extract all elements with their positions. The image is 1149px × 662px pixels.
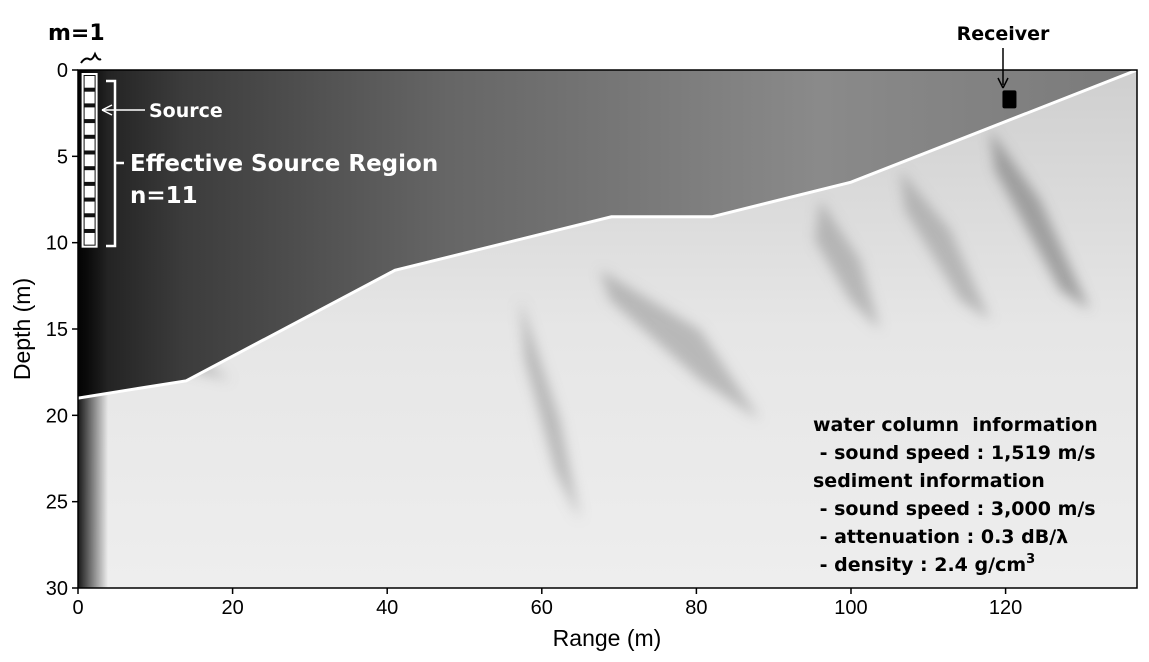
source-element (84, 138, 95, 151)
sediment-plume (900, 170, 990, 320)
x-axis: 0 20 40 60 80 100 120 (72, 588, 1022, 619)
info-line-6-sup: 3 (1026, 552, 1035, 567)
source-label: Source (149, 100, 223, 122)
y-tick-label: 25 (46, 492, 68, 514)
y-tick-label: 20 (46, 405, 68, 427)
info-line-6-text: - density : 2.4 g/cm (813, 554, 1026, 576)
field-heatmap (78, 70, 1137, 588)
y-tick-label: 10 (46, 233, 68, 255)
x-axis-label: Range (m) (553, 625, 662, 651)
y-axis: 0 5 10 15 20 25 30 (46, 60, 78, 600)
info-line-3: sediment information (813, 470, 1045, 492)
sediment-plume (520, 300, 580, 520)
y-tick-label: 5 (57, 146, 68, 168)
source-element (84, 107, 95, 120)
sediment-plume (600, 270, 760, 420)
y-tick-label: 15 (46, 319, 68, 341)
source-region-bracket (106, 79, 124, 248)
source-element (84, 232, 95, 245)
info-line-4: - sound speed : 3,000 m/s (813, 498, 1096, 520)
x-tick-label: 80 (685, 597, 707, 619)
y-axis-label: Depth (m) (9, 278, 35, 380)
source-element (84, 154, 95, 167)
x-tick-label: 20 (221, 597, 243, 619)
x-tick-label: 100 (834, 597, 867, 619)
y-tick-label: 0 (57, 60, 68, 82)
m-brace (80, 51, 102, 64)
sediment-plume (990, 130, 1090, 310)
water-column-region (78, 70, 1137, 399)
receiver-label: Receiver (957, 23, 1050, 45)
sediment-plume (815, 200, 880, 330)
source-element (84, 91, 95, 104)
x-tick-label: 0 (72, 597, 83, 619)
source-element (84, 123, 95, 135)
receiver-arrow (997, 48, 1009, 89)
m-label: m=1 (48, 21, 105, 46)
source-array (81, 73, 98, 248)
source-element (84, 170, 95, 182)
source-element (84, 76, 95, 88)
source-element (84, 185, 95, 198)
source-element (84, 201, 95, 214)
source-arrow (101, 104, 145, 116)
source-region-label: Effective Source Region (130, 151, 438, 177)
y-tick-label: 30 (46, 578, 68, 600)
source-element (84, 217, 95, 229)
info-line-5: - attenuation : 0.3 dB/λ (813, 526, 1068, 548)
x-tick-label: 60 (531, 597, 553, 619)
x-tick-label: 120 (989, 597, 1022, 619)
x-tick-label: 40 (376, 597, 398, 619)
info-line-2: - sound speed : 1,519 m/s (813, 442, 1096, 464)
source-region-n-label: n=11 (130, 183, 198, 209)
seabed-line (78, 70, 1137, 400)
info-block: water column information - sound speed :… (813, 414, 1098, 576)
info-line-6: - density : 2.4 g/cm3 (813, 552, 1035, 576)
receiver-marker (1002, 90, 1017, 109)
info-line-1: water column information (813, 414, 1098, 436)
